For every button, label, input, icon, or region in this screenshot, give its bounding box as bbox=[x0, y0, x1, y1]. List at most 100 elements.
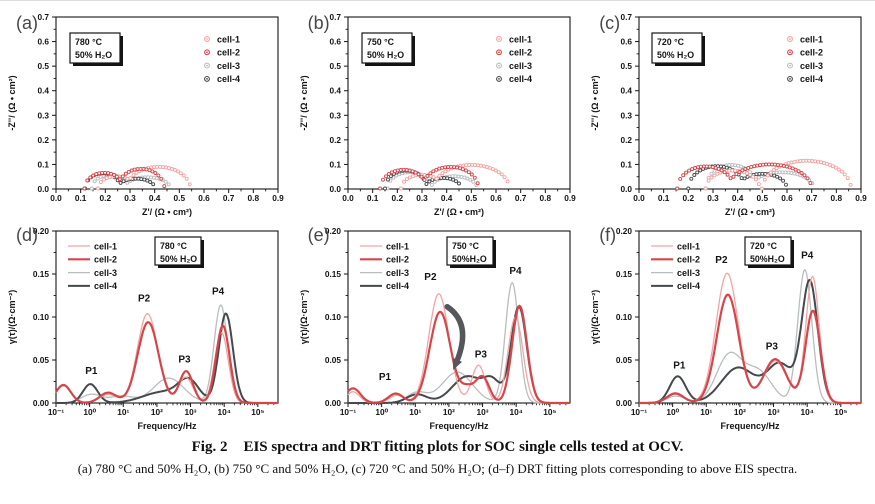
svg-text:0.15: 0.15 bbox=[324, 269, 341, 279]
svg-text:10⁵: 10⁵ bbox=[834, 407, 847, 417]
panel-d-label: (d) bbox=[16, 225, 38, 245]
svg-text:cell-2: cell-2 bbox=[677, 255, 700, 265]
svg-text:P1: P1 bbox=[673, 361, 686, 372]
svg-text:0.7: 0.7 bbox=[621, 12, 633, 22]
svg-text:0.8: 0.8 bbox=[248, 193, 260, 203]
svg-text:0.9: 0.9 bbox=[272, 193, 284, 203]
panel-d-plot: 10⁻¹ 10⁰ 10¹ 10² 10³ 10⁴ 10⁵ 0.00 0.05 0.10 0.15 0.… bbox=[7, 226, 279, 431]
svg-text:720 °C: 720 °C bbox=[750, 241, 778, 251]
svg-text:0.15: 0.15 bbox=[33, 269, 50, 279]
svg-text:0.1: 0.1 bbox=[329, 159, 341, 169]
svg-text:780 °C: 780 °C bbox=[160, 241, 188, 251]
condition-box bbox=[651, 32, 703, 64]
svg-text:cell-2: cell-2 bbox=[509, 48, 532, 58]
svg-text:cell-4: cell-4 bbox=[800, 74, 823, 84]
svg-text:P4: P4 bbox=[212, 287, 225, 298]
svg-text:Frequency/Hz: Frequency/Hz bbox=[137, 421, 197, 431]
panel-c-plot: 0.0 0.1 0.2 0.3 0.4 0.5 0.6 0.7 0.8 0.9 0.0 0.1 0.2 0… bbox=[590, 12, 867, 217]
svg-text:γ(τ)/(Ω·cm⁻²): γ(τ)/(Ω·cm⁻²) bbox=[590, 290, 600, 344]
svg-text:P4: P4 bbox=[801, 251, 814, 262]
svg-text:0.7: 0.7 bbox=[223, 193, 235, 203]
svg-text:cell-2: cell-2 bbox=[800, 48, 823, 58]
svg-text:0.1: 0.1 bbox=[366, 193, 378, 203]
svg-text:0.15: 0.15 bbox=[616, 269, 633, 279]
svg-text:10⁻¹: 10⁻¹ bbox=[339, 407, 356, 417]
svg-text:cell-3: cell-3 bbox=[677, 268, 700, 278]
svg-text:Frequency/Hz: Frequency/Hz bbox=[721, 421, 781, 431]
svg-text:0.7: 0.7 bbox=[37, 12, 49, 22]
svg-text:50%H₂O: 50%H₂O bbox=[750, 254, 785, 264]
svg-text:0.2: 0.2 bbox=[100, 193, 112, 203]
svg-text:10¹: 10¹ bbox=[117, 407, 129, 417]
caption-subtitle: (a) 780 °C and 50% H₂O, (b) 750 °C and 5… bbox=[77, 461, 798, 476]
svg-text:0.7: 0.7 bbox=[329, 12, 341, 22]
svg-text:0.3: 0.3 bbox=[707, 193, 719, 203]
svg-text:P1: P1 bbox=[85, 366, 98, 377]
svg-text:-Z''/ (Ω • cm²): -Z''/ (Ω • cm²) bbox=[299, 75, 309, 130]
svg-text:0.3: 0.3 bbox=[416, 193, 428, 203]
drt-row: (d) 10⁻¹ 10⁰ 10¹ 10² 10³ 10⁴ 10⁵ 0.00 0.05 0.10 0.… bbox=[0, 221, 875, 433]
svg-text:0.5: 0.5 bbox=[174, 193, 186, 203]
svg-text:50% H₂O: 50% H₂O bbox=[160, 254, 197, 264]
svg-text:cell-1: cell-1 bbox=[94, 241, 117, 251]
condition-box bbox=[154, 236, 202, 266]
svg-text:0.0: 0.0 bbox=[329, 184, 341, 194]
svg-text:750 °C: 750 °C bbox=[452, 241, 480, 251]
svg-text:0.2: 0.2 bbox=[37, 135, 49, 145]
svg-text:0.4: 0.4 bbox=[37, 86, 49, 96]
svg-text:0.4: 0.4 bbox=[732, 193, 744, 203]
svg-text:-Z''/ (Ω • cm²): -Z''/ (Ω • cm²) bbox=[7, 75, 17, 130]
svg-text:P2: P2 bbox=[138, 294, 151, 305]
panel-f-plot: 10⁻¹ 10⁰ 10¹ 10² 10³ 10⁴ 10⁵ 0.00 0.05 0.10 0.15 0.… bbox=[590, 226, 862, 431]
svg-text:0.7: 0.7 bbox=[514, 193, 526, 203]
panel-e: (e) 10⁻¹ 10⁰ 10¹ 10² 10³ 10⁴ 10⁵ 0.00 0.05 0.10 0.… bbox=[292, 221, 584, 433]
svg-text:10³: 10³ bbox=[768, 407, 780, 417]
svg-text:10³: 10³ bbox=[476, 407, 488, 417]
svg-text:cell-4: cell-4 bbox=[677, 281, 700, 291]
panel-d: (d) 10⁻¹ 10⁰ 10¹ 10² 10³ 10⁴ 10⁵ 0.00 0.05 0.10 0.… bbox=[0, 221, 292, 433]
svg-text:0.6: 0.6 bbox=[490, 193, 502, 203]
svg-text:0.4: 0.4 bbox=[440, 193, 452, 203]
panel-b-label: (b) bbox=[307, 13, 330, 33]
svg-text:P2: P2 bbox=[424, 272, 437, 283]
svg-text:10⁵: 10⁵ bbox=[543, 407, 556, 417]
svg-text:cell-1: cell-1 bbox=[800, 34, 823, 44]
svg-text:10⁴: 10⁴ bbox=[509, 407, 522, 417]
svg-text:10¹: 10¹ bbox=[700, 407, 712, 417]
panel-c-label: (c) bbox=[599, 13, 621, 33]
condition-box bbox=[744, 236, 792, 266]
svg-text:0.3: 0.3 bbox=[621, 110, 633, 120]
svg-text:0.0: 0.0 bbox=[342, 193, 354, 203]
svg-text:10²: 10² bbox=[151, 407, 163, 417]
panel-f-label: (f) bbox=[599, 225, 617, 245]
svg-text:P3: P3 bbox=[474, 349, 487, 360]
svg-text:0.4: 0.4 bbox=[329, 86, 341, 96]
svg-text:cell-3: cell-3 bbox=[217, 61, 240, 71]
svg-text:0.10: 0.10 bbox=[33, 312, 50, 322]
svg-text:10²: 10² bbox=[734, 407, 746, 417]
svg-text:0.10: 0.10 bbox=[616, 312, 633, 322]
svg-text:Z'/ (Ω • cm²): Z'/ (Ω • cm²) bbox=[142, 207, 192, 217]
figure-caption: Fig. 2 EIS spectra and DRT fitting plots … bbox=[0, 439, 875, 477]
svg-text:0.3: 0.3 bbox=[124, 193, 136, 203]
svg-text:0.4: 0.4 bbox=[149, 193, 161, 203]
svg-text:cell-2: cell-2 bbox=[94, 255, 117, 265]
svg-text:cell-2: cell-2 bbox=[386, 255, 409, 265]
panel-b-plot: 0.0 0.1 0.2 0.3 0.4 0.5 0.6 0.7 0.8 0.9 0.0 0.1 0.2 0… bbox=[299, 12, 576, 217]
svg-text:-Z''/ (Ω • cm²): -Z''/ (Ω • cm²) bbox=[590, 75, 600, 130]
svg-text:0.6: 0.6 bbox=[781, 193, 793, 203]
svg-text:cell-4: cell-4 bbox=[217, 74, 240, 84]
svg-text:0.5: 0.5 bbox=[465, 193, 477, 203]
svg-text:10⁴: 10⁴ bbox=[218, 407, 231, 417]
svg-text:cell-3: cell-3 bbox=[94, 268, 117, 278]
panel-a: (a) 0.0 0.1 0.2 0.3 0.4 0.5 0.6 0.7 0.8 0.9 0.0 0.1… bbox=[0, 9, 292, 221]
svg-text:P3: P3 bbox=[766, 342, 779, 353]
svg-text:10³: 10³ bbox=[185, 407, 197, 417]
panel-c: (c) 0.0 0.1 0.2 0.3 0.4 0.5 0.6 0.7 0.8 0.9 0.0 0.1… bbox=[583, 9, 875, 221]
svg-text:0.3: 0.3 bbox=[329, 110, 341, 120]
svg-text:P2: P2 bbox=[715, 255, 728, 266]
svg-text:0.8: 0.8 bbox=[831, 193, 843, 203]
panel-e-label: (e) bbox=[307, 225, 330, 245]
svg-text:0.5: 0.5 bbox=[37, 61, 49, 71]
